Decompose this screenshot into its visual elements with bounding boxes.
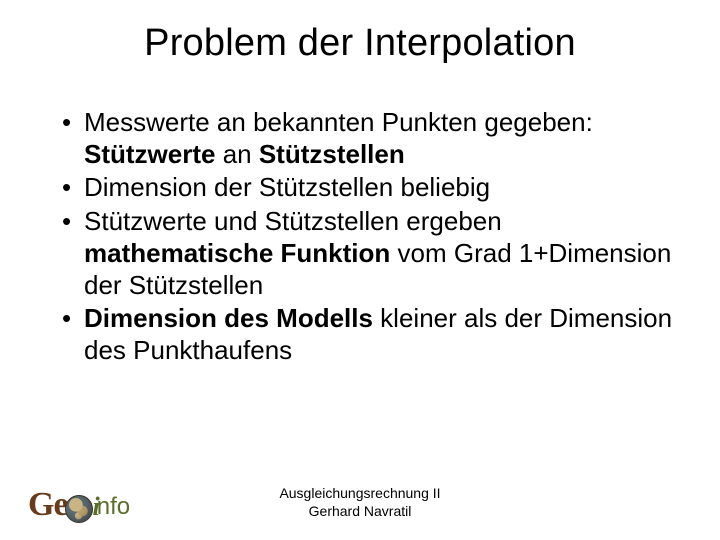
bullet-text: Dimension der Stützstellen beliebig [84,172,490,202]
logo-text-ge: Ge [28,486,68,524]
list-item: Dimension der Stützstellen beliebig [62,172,680,204]
bullet-text: an [215,139,258,169]
bullet-bold: Stützstellen [259,139,405,169]
logo: Ge i nfo [28,484,170,526]
list-item: Stützwerte und Stützstellen ergeben math… [62,206,680,301]
bullet-text: Messwerte an bekannten Punkten gegeben: [84,107,593,137]
list-item: Messwerte an bekannten Punkten gegeben: … [62,107,680,170]
bullet-list: Messwerte an bekannten Punkten gegeben: … [40,107,680,367]
bullet-bold: Stützwerte [84,139,215,169]
globe-icon [65,495,93,523]
slide-title: Problem der Interpolation [40,22,680,65]
bullet-bold: mathematische Funktion [84,238,390,268]
slide: Problem der Interpolation Messwerte an b… [0,0,720,540]
list-item: Dimension des Modells kleiner als der Di… [62,303,680,366]
bullet-bold: Dimension des Modells [84,303,373,333]
bullet-text: Stützwerte und Stützstellen ergeben [84,206,502,236]
logo-text-nfo: nfo [97,493,130,521]
